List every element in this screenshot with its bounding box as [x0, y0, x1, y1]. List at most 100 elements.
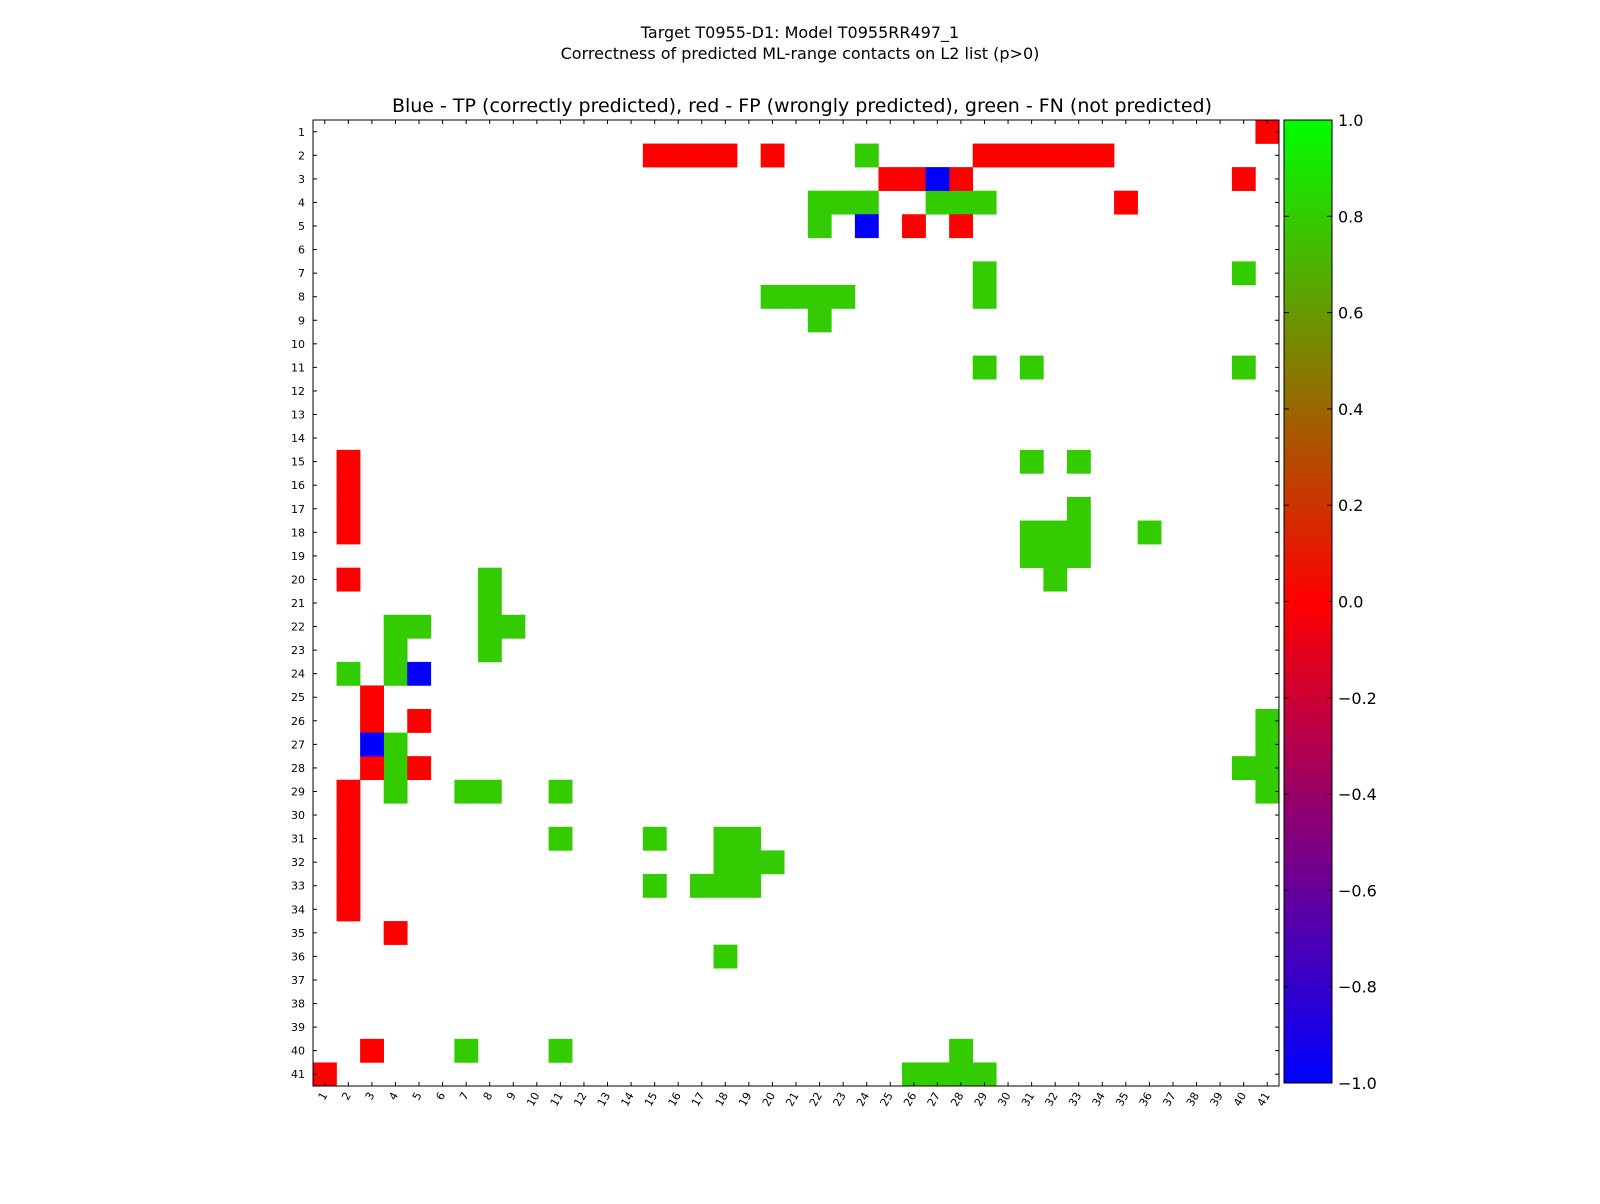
y-tick-label: 36	[291, 950, 305, 963]
colorbar-tick-label: 0.6	[1338, 304, 1363, 323]
cell-fp-r16-c2	[336, 473, 361, 498]
cell-fp-r3-c26	[902, 167, 926, 191]
cell-fn-r32-c18	[713, 850, 738, 875]
x-tick-label: 21	[783, 1090, 801, 1109]
y-tick-label: 10	[291, 338, 305, 351]
cell-fp-r5-c28	[949, 214, 974, 239]
cell-fn-r33-c19	[737, 873, 761, 898]
cell-fp-r2-c33	[1066, 143, 1091, 168]
cell-fn-r29-c11	[548, 779, 573, 804]
y-tick-label: 7	[298, 267, 305, 280]
y-tick-label: 11	[291, 361, 305, 374]
cell-fn-r41-c27	[925, 1062, 950, 1087]
y-tick-label: 5	[298, 220, 305, 233]
cell-fn-r19-c31	[1019, 544, 1044, 568]
x-tick-label: 24	[854, 1090, 872, 1109]
cell-fp-r20-c2	[336, 567, 361, 592]
cell-fp-r15-c2	[336, 449, 361, 474]
y-tick-label: 15	[291, 456, 305, 469]
cell-fp-r3-c25	[878, 167, 903, 191]
cell-fn-r23-c4	[383, 638, 408, 663]
cell-fn-r23-c8	[477, 638, 502, 663]
x-tick-label: 10	[524, 1090, 542, 1109]
colorbar-tick-label: 0.8	[1338, 207, 1363, 226]
cell-fn-r26-c41	[1255, 709, 1280, 733]
cell-fn-r4-c22	[807, 190, 832, 215]
cell-fp-r1-c41	[1255, 120, 1280, 144]
x-tick-label: 18	[713, 1090, 731, 1109]
cell-fn-r32-c20	[760, 850, 785, 875]
cell-fn-r27-c41	[1255, 732, 1280, 757]
x-tick-label: 11	[548, 1090, 566, 1109]
cell-fn-r40-c7	[454, 1038, 479, 1063]
y-tick-label: 40	[291, 1045, 305, 1058]
x-tick-label: 41	[1255, 1090, 1273, 1109]
cell-fp-r2-c17	[689, 143, 714, 168]
cell-fp-r25-c3	[360, 685, 384, 710]
y-tick-label: 28	[291, 762, 305, 775]
cell-fp-r33-c2	[336, 873, 361, 898]
cell-fp-r3-c28	[949, 167, 974, 191]
y-tick-label: 27	[291, 738, 305, 751]
cell-fp-r30-c2	[336, 803, 361, 828]
cell-fn-r22-c5	[407, 614, 432, 639]
x-tick-label: 17	[689, 1090, 707, 1109]
y-tick-label: 12	[291, 385, 305, 398]
y-tick-label: 1	[298, 126, 305, 139]
y-tick-label: 8	[298, 291, 305, 304]
cell-fn-r22-c9	[501, 614, 526, 639]
cell-fn-r18-c33	[1066, 520, 1091, 545]
cell-fp-r3-c40	[1231, 167, 1256, 191]
cell-fp-r5-c26	[902, 214, 926, 239]
cell-fp-r2-c34	[1090, 143, 1115, 168]
cell-fn-r11-c29	[972, 355, 997, 380]
colorbar-tick-label: −0.8	[1338, 978, 1377, 997]
cell-fp-r2-c15	[642, 143, 667, 168]
x-tick-label: 3	[363, 1090, 378, 1103]
cell-fp-r41-c1	[313, 1062, 337, 1087]
cell-tp-r3-c27	[925, 167, 950, 191]
cell-fp-r2-c32	[1043, 143, 1068, 168]
cell-fn-r31-c18	[713, 826, 738, 851]
colorbar-tick-label: −0.4	[1338, 785, 1377, 804]
cell-tp-r5-c24	[854, 214, 879, 239]
x-tick-label: 5	[410, 1090, 425, 1103]
y-tick-label: 25	[291, 691, 305, 704]
x-tick-label: 14	[618, 1090, 636, 1109]
x-tick-label: 34	[1090, 1090, 1108, 1109]
cell-fn-r32-c19	[737, 850, 761, 875]
colorbar-tick-label: 0.2	[1338, 496, 1363, 515]
x-tick-label: 19	[736, 1090, 754, 1109]
cell-fp-r2-c16	[666, 143, 691, 168]
y-tick-label: 32	[291, 856, 305, 869]
x-tick-label: 29	[972, 1090, 990, 1109]
cell-fp-r28-c3	[360, 756, 384, 781]
x-tick-label: 28	[948, 1090, 966, 1109]
y-tick-label: 13	[291, 409, 305, 422]
cell-fn-r7-c40	[1231, 261, 1256, 286]
x-tick-label: 16	[666, 1090, 684, 1109]
y-tick-label: 38	[291, 998, 305, 1011]
cell-fp-r2-c18	[713, 143, 738, 168]
cell-fn-r15-c31	[1019, 449, 1044, 474]
y-tick-label: 2	[298, 149, 305, 162]
x-tick-label: 7	[457, 1090, 472, 1103]
cell-tp-r24-c5	[407, 661, 432, 686]
plot-title: Blue - TP (correctly predicted), red - F…	[392, 95, 1212, 117]
x-tick-label: 2	[339, 1090, 354, 1103]
cell-fp-r17-c2	[336, 496, 361, 521]
y-tick-label: 34	[291, 903, 305, 916]
cell-fn-r2-c24	[854, 143, 879, 168]
y-tick-label: 20	[291, 573, 305, 586]
y-tick-label: 23	[291, 644, 305, 657]
cell-fn-r4-c29	[972, 190, 997, 215]
cell-fn-r18-c36	[1137, 520, 1162, 545]
suptitle-line-2: Correctness of predicted ML-range contac…	[561, 44, 1040, 63]
x-tick-label: 12	[571, 1090, 589, 1109]
y-tick-label: 41	[291, 1068, 305, 1081]
x-tick-label: 9	[504, 1090, 519, 1103]
x-tick-label: 6	[433, 1090, 448, 1103]
y-tick-label: 22	[291, 621, 305, 634]
